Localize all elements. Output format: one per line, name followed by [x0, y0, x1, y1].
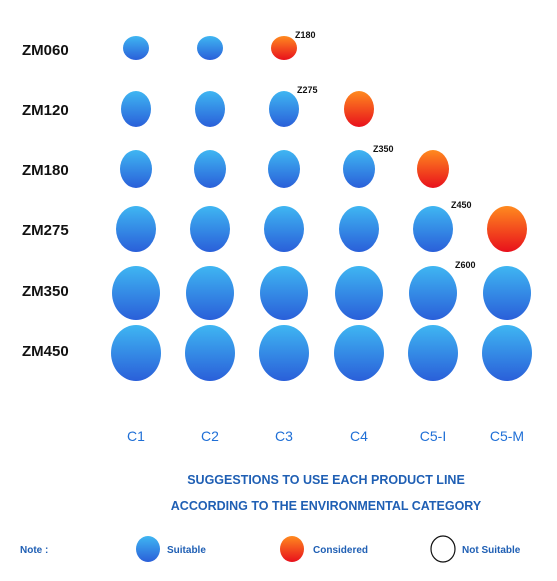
chart-title: SUGGESTIONS TO USE EACH PRODUCT LINE ACC…: [171, 473, 482, 513]
annotation-z350: Z350: [373, 144, 394, 154]
row-label-zm450: ZM450: [22, 343, 69, 360]
column-label-c4: C4: [350, 428, 368, 444]
bubble-zm350-c3-suitable: [260, 266, 308, 320]
bubble-zm275-c5-m-considered: [487, 206, 527, 252]
legend-suitable-swatch: [136, 536, 160, 562]
bubble-zm350-c1-suitable: [112, 266, 160, 320]
annotation-z450: Z450: [451, 200, 472, 210]
bubble-zm180-c5-i-considered: [417, 150, 449, 188]
bubble-zm060-c3-considered: [271, 36, 297, 60]
bubble-zm350-c5-m-suitable: [483, 266, 531, 320]
bubble-zm350-c5-i-suitable: [409, 266, 457, 320]
annotation-z600: Z600: [455, 260, 476, 270]
annotation-z275: Z275: [297, 85, 318, 95]
legend-not-suitable-swatch: [430, 535, 456, 563]
bubble-zm180-c1-suitable: [120, 150, 152, 188]
bubble-zm120-c3-suitable: [269, 91, 299, 127]
column-labels: C1 C2 C3 C4 C5-I C5-M: [127, 428, 524, 444]
row-label-zm180: ZM180: [22, 162, 69, 179]
title-line-1: SUGGESTIONS TO USE EACH PRODUCT LINE: [187, 473, 465, 487]
legend-note: Note :: [20, 545, 48, 556]
bubble-zm450-c5-i-suitable: [408, 325, 458, 381]
bubble-zm120-c4-considered: [344, 91, 374, 127]
bubble-zm275-c3-suitable: [264, 206, 304, 252]
column-label-c1: C1: [127, 428, 145, 444]
bubble-zm060-c1-suitable: [123, 36, 149, 60]
title-line-2: ACCORDING TO THE ENVIRONMENTAL CATEGORY: [171, 499, 482, 513]
bubble-zm275-c1-suitable: [116, 206, 156, 252]
bubble-zm275-c4-suitable: [339, 206, 379, 252]
row-label-zm350: ZM350: [22, 283, 69, 300]
bubble-zm350-c2-suitable: [186, 266, 234, 320]
column-label-c5-m: C5-M: [490, 428, 524, 444]
legend-considered-label: Considered: [313, 545, 368, 556]
column-label-c2: C2: [201, 428, 219, 444]
legend-not-suitable-label: Not Suitable: [462, 545, 521, 556]
bubble-zm350-c4-suitable: [335, 266, 383, 320]
bubble-zm450-c3-suitable: [259, 325, 309, 381]
row-label-zm275: ZM275: [22, 222, 69, 239]
column-label-c5-i: C5-I: [420, 428, 446, 444]
row-labels: ZM060 ZM120 ZM180 ZM275 ZM350 ZM450: [22, 42, 69, 360]
row-label-zm060: ZM060: [22, 42, 69, 59]
bubble-zm450-c2-suitable: [185, 325, 235, 381]
bubble-zm180-c2-suitable: [194, 150, 226, 188]
legend-considered-swatch: [280, 536, 304, 562]
bubble-zm450-c5-m-suitable: [482, 325, 532, 381]
legend-suitable-label: Suitable: [167, 545, 206, 556]
column-label-c3: C3: [275, 428, 293, 444]
row-label-zm120: ZM120: [22, 102, 69, 119]
legend: Note : Suitable Considered Not Suitable: [20, 535, 521, 563]
bubble-zm450-c4-suitable: [334, 325, 384, 381]
annotations: Z180 Z275 Z350 Z450 Z600: [295, 30, 476, 270]
bubble-zm180-c4-suitable: [343, 150, 375, 188]
bubble-zm450-c1-suitable: [111, 325, 161, 381]
bubble-zm060-c2-suitable: [197, 36, 223, 60]
bubble-zm120-c2-suitable: [195, 91, 225, 127]
bubble-zm275-c5-i-suitable: [413, 206, 453, 252]
bubble-zm120-c1-suitable: [121, 91, 151, 127]
bubble-grid: [111, 36, 532, 381]
bubble-zm180-c3-suitable: [268, 150, 300, 188]
annotation-z180: Z180: [295, 30, 316, 40]
bubble-zm275-c2-suitable: [190, 206, 230, 252]
